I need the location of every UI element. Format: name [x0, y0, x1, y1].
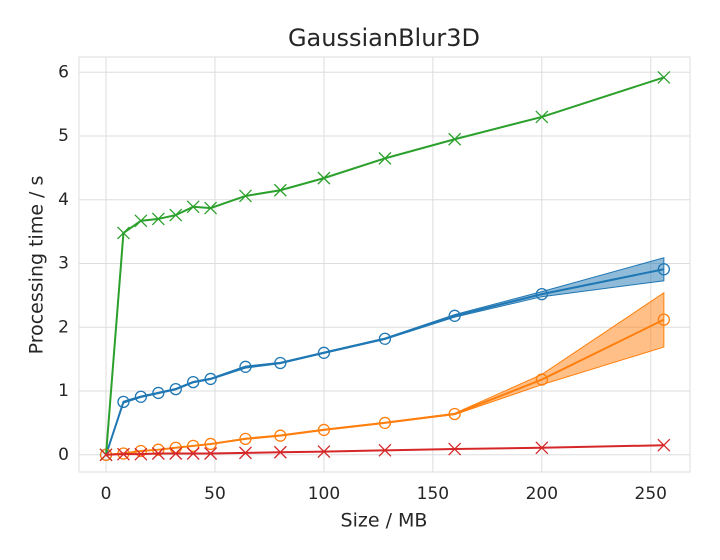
marker	[657, 263, 671, 276]
y-tick-label: 4	[58, 190, 69, 210]
marker	[117, 395, 130, 409]
y-tick-label: 5	[58, 126, 69, 146]
y-tick-label: 0	[58, 445, 69, 465]
plot-area	[78, 56, 691, 473]
marker	[204, 447, 218, 460]
x-tick-label: 150	[417, 484, 449, 504]
marker	[448, 132, 462, 146]
y-tick-label: 3	[58, 254, 69, 274]
marker	[657, 313, 671, 326]
marker	[116, 447, 130, 461]
marker	[535, 441, 549, 455]
marker	[204, 437, 217, 451]
marker	[169, 208, 183, 222]
marker	[99, 448, 113, 462]
chart-title: GaussianBlur3D	[288, 24, 480, 52]
marker	[448, 309, 461, 322]
marker	[535, 373, 548, 386]
line	[105, 76, 665, 455]
marker	[169, 382, 182, 396]
y-tick-label: 2	[58, 317, 69, 337]
marker	[448, 407, 461, 421]
marker	[239, 432, 252, 446]
marker	[134, 390, 148, 403]
marker	[151, 212, 165, 226]
marker	[187, 375, 200, 389]
marker	[273, 445, 287, 459]
marker	[274, 356, 287, 370]
marker	[273, 183, 287, 197]
marker	[204, 201, 218, 215]
line	[105, 268, 665, 456]
marker	[134, 214, 148, 228]
marker	[186, 200, 200, 214]
marker	[317, 445, 331, 459]
marker	[535, 110, 549, 124]
marker	[239, 360, 252, 373]
marker	[239, 189, 252, 203]
x-tick-label: 0	[101, 484, 112, 504]
x-tick-label: 50	[204, 484, 226, 504]
marker	[186, 447, 200, 460]
marker	[378, 332, 392, 345]
line	[105, 444, 664, 456]
marker	[239, 446, 252, 460]
marker	[448, 442, 462, 456]
marker	[317, 171, 331, 185]
x-tick-label: 200	[526, 484, 558, 504]
y-tick-label: 6	[58, 62, 69, 82]
marker	[187, 439, 200, 453]
marker	[152, 386, 165, 400]
marker	[317, 423, 331, 437]
marker	[134, 444, 148, 458]
marker	[274, 429, 287, 442]
marker	[535, 287, 548, 301]
marker	[204, 372, 217, 386]
x-tick-label: 100	[308, 484, 340, 504]
marker	[657, 438, 671, 452]
marker	[134, 447, 148, 461]
marker	[169, 447, 183, 460]
y-axis-label: Processing time / s	[26, 176, 48, 355]
marker	[151, 447, 165, 460]
marker	[378, 443, 392, 457]
y-tick-label: 1	[58, 381, 69, 401]
x-tick-label: 250	[635, 484, 667, 504]
x-axis-label: Size / MB	[341, 510, 428, 532]
marker	[116, 226, 130, 240]
marker	[152, 443, 165, 456]
marker	[317, 346, 331, 359]
marker	[378, 416, 392, 430]
marker	[657, 70, 671, 84]
marker	[378, 151, 392, 165]
